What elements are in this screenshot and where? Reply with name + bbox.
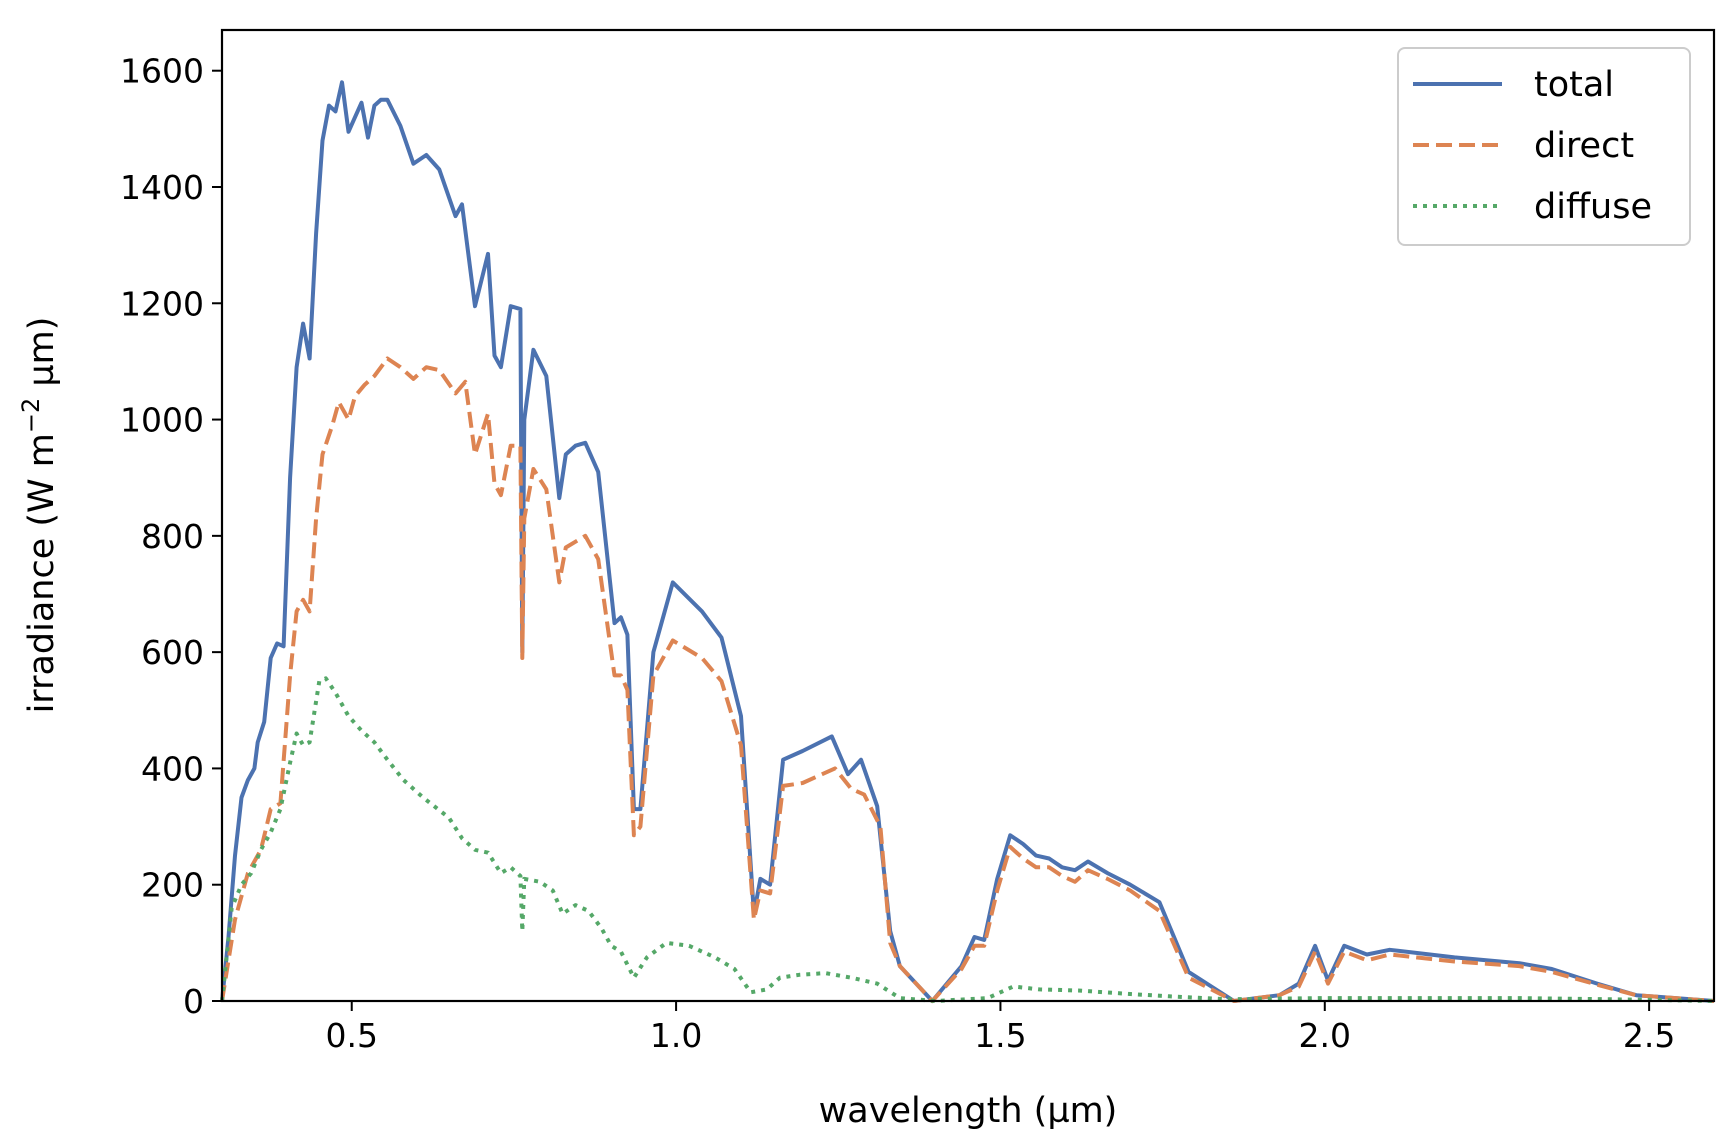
legend-box xyxy=(1397,47,1691,246)
y-tick-label: 1600 xyxy=(120,52,204,91)
series-line-total xyxy=(220,80,1715,1003)
axes-frame xyxy=(220,28,1716,1003)
legend-label-diffuse: diffuse xyxy=(1534,187,1652,227)
y-tick-label: 800 xyxy=(141,517,204,556)
y-tick-label: 1400 xyxy=(120,168,204,207)
y-tick-label: 0 xyxy=(183,982,204,1021)
legend-label-total: total xyxy=(1534,65,1614,105)
y-axis-ticks: 0 200 400 600 800 1000 1200 1400 1600 xyxy=(120,52,222,1021)
y-axis-label: irradiance (W m−2 µm) xyxy=(17,317,62,714)
y-tick-label: 200 xyxy=(141,866,204,905)
y-tick-label: 400 xyxy=(141,749,204,788)
y-axis-label-exponent: −2 xyxy=(17,398,45,433)
y-tick-label: 600 xyxy=(141,633,204,672)
x-axis-ticks: 0.5 1.0 1.5 2.0 2.5 xyxy=(325,1001,1675,1055)
legend-label-direct: direct xyxy=(1534,126,1634,166)
x-tick-label: 0.5 xyxy=(325,1016,377,1055)
y-tick-label: 1000 xyxy=(120,401,204,440)
x-tick-label: 2.5 xyxy=(1623,1016,1675,1055)
y-axis-label-main: irradiance (W m xyxy=(22,433,62,713)
x-tick-label: 1.0 xyxy=(650,1016,702,1055)
series-line-diffuse xyxy=(220,676,1715,1003)
x-tick-label: 1.5 xyxy=(974,1016,1026,1055)
legend: total direct diffuse xyxy=(1397,47,1691,246)
y-axis-label-unit: µm) xyxy=(22,317,62,398)
x-axis-label: wavelength (µm) xyxy=(819,1091,1118,1131)
series-layer xyxy=(220,80,1715,1003)
y-tick-label: 1200 xyxy=(120,284,204,323)
x-tick-label: 2.0 xyxy=(1299,1016,1351,1055)
